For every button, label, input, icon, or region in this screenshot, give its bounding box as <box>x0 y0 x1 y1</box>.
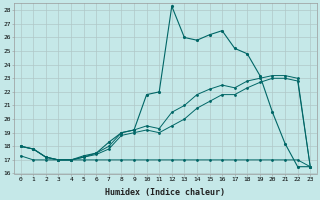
X-axis label: Humidex (Indice chaleur): Humidex (Indice chaleur) <box>106 188 226 197</box>
